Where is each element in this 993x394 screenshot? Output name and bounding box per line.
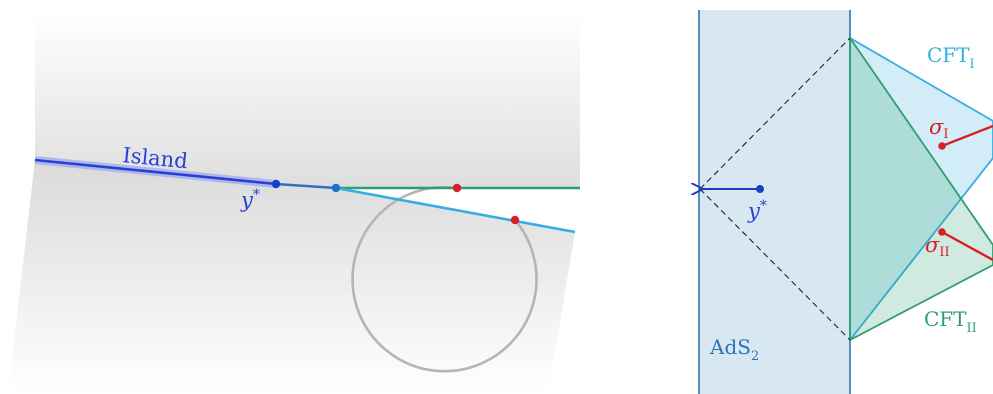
sigma2-line bbox=[941, 230, 993, 262]
ystar-point bbox=[271, 179, 281, 189]
horizon-upper bbox=[699, 37, 851, 190]
upper-sheet bbox=[35, 10, 580, 188]
sigma1-label: σI bbox=[929, 115, 948, 142]
ads2-strip bbox=[699, 10, 850, 394]
sigma1-point bbox=[938, 142, 946, 150]
cft2-label: CFTII bbox=[924, 307, 977, 336]
ystar-label-left: y* bbox=[240, 187, 260, 212]
ystar-point-right bbox=[756, 185, 764, 193]
ystar-label-right: y* bbox=[747, 198, 767, 223]
branch-point bbox=[331, 183, 341, 193]
sigma2-point bbox=[938, 228, 946, 236]
left-panel: Island y* bbox=[8, 10, 580, 394]
island-line bbox=[34, 158, 277, 186]
right-panel: CFTI CFTII σI σII y* AdS2 bbox=[699, 10, 993, 394]
sigma1-line bbox=[941, 124, 993, 148]
red-point-green bbox=[452, 183, 462, 193]
middle-segment bbox=[275, 182, 337, 190]
cft1-label: CFTI bbox=[927, 43, 975, 72]
horizon-lower bbox=[699, 188, 851, 341]
sigma2-label: σII bbox=[925, 233, 950, 260]
lower-sheet bbox=[8, 160, 575, 394]
cft2-wedge bbox=[849, 35, 993, 342]
branch-cut-circle bbox=[351, 185, 538, 373]
cyan-ray bbox=[335, 186, 576, 234]
red-point-cyan bbox=[510, 215, 520, 225]
ads2-label: AdS2 bbox=[709, 335, 759, 364]
